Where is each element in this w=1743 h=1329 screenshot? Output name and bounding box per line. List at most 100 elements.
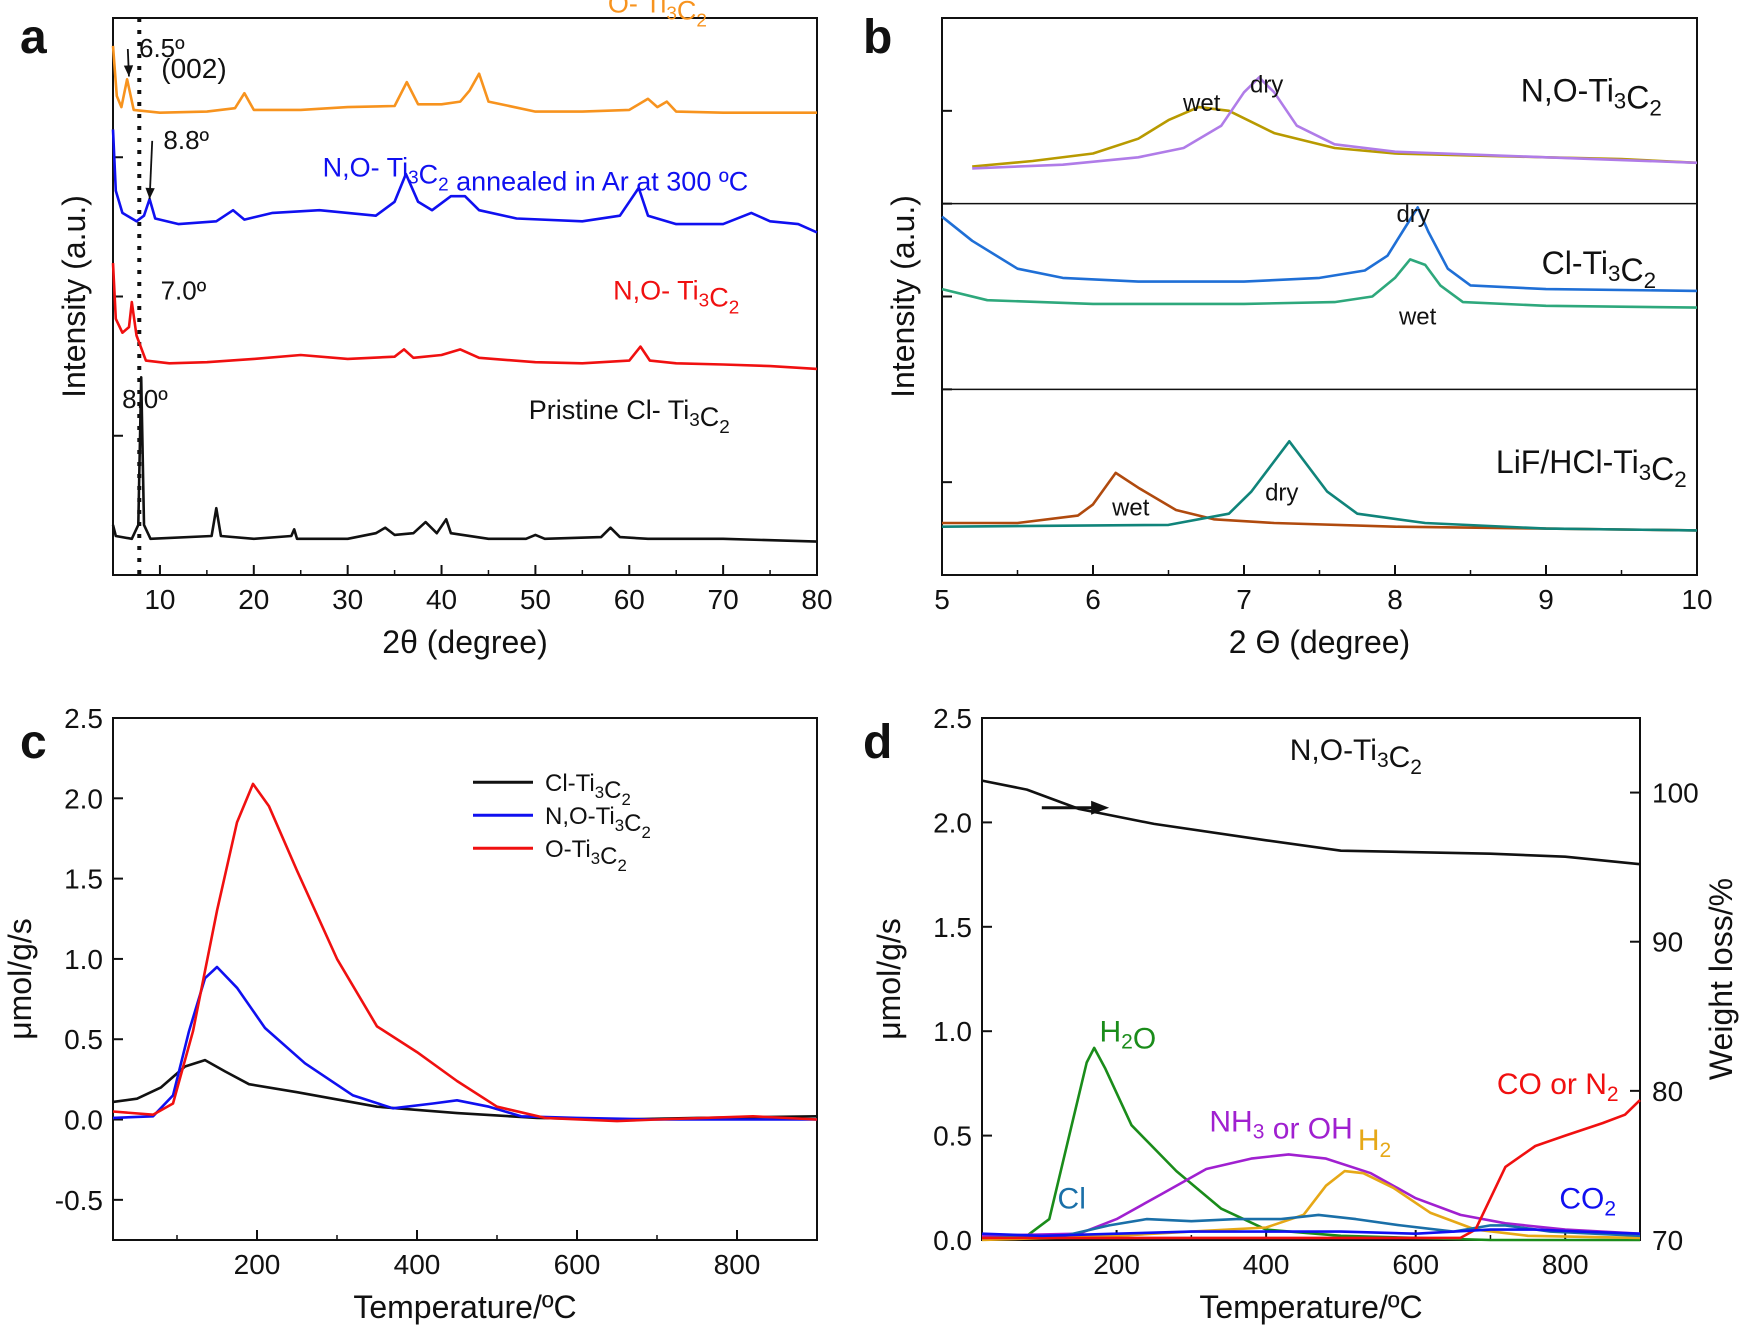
x-axis-label-part: 2θ (degree) (382, 624, 547, 660)
x-tick-label: 200 (1093, 1249, 1140, 1280)
y-tick-label: 1.0 (933, 1016, 972, 1047)
x-tick-label-part: 30 (332, 584, 363, 615)
x-tick-label: 400 (1243, 1249, 1290, 1280)
series-label-part: or OH (1264, 1112, 1352, 1145)
x-tick-label: 50 (520, 584, 551, 615)
x-tick-label-part: 8 (1387, 584, 1403, 615)
y-tick-label: 0.0 (933, 1225, 972, 1256)
x-tick-label: 8 (1387, 584, 1403, 615)
series-line-co-or-n2 (982, 1099, 1641, 1240)
series-line-weight-loss (981, 779, 1641, 866)
stack-label-sub: 3 (1614, 89, 1626, 114)
y-tick-label: 2.5 (64, 703, 103, 734)
y-tick-label-part: 1.5 (64, 864, 103, 895)
annotation-part: 8.0º (122, 384, 168, 414)
x-tick-label: 10 (1681, 584, 1712, 615)
series-label: Pristine Cl- Ti3C2 (529, 395, 730, 438)
y-tick-label-part: 2.0 (933, 807, 972, 838)
annotation: wet (1111, 495, 1150, 522)
x-tick-label-part: 10 (1681, 584, 1712, 615)
x-tick-label-part: 5 (934, 584, 950, 615)
series-label-sub: 2 (1380, 1139, 1392, 1162)
y2-tick-label: 80 (1652, 1076, 1683, 1107)
reference-label-part: (002) (161, 53, 226, 84)
x-tick-label-part: 60 (614, 584, 645, 615)
series-label-part: C (677, 0, 697, 25)
series-label-part: C (419, 160, 439, 190)
panel-letter-part: a (20, 11, 47, 64)
x-tick-label: 20 (238, 584, 269, 615)
annotation: 8.8º (163, 125, 209, 155)
x-axis-label-part: Temperature/ºC (1199, 1289, 1422, 1325)
x-tick-label: 70 (708, 584, 739, 615)
series-label-part: C (700, 402, 720, 432)
x-tick-label: 800 (714, 1249, 761, 1280)
stack-label-part: LiF/HCl-Ti (1496, 444, 1639, 480)
x-tick-label: 600 (554, 1249, 601, 1280)
y-tick-label: 2.0 (64, 783, 103, 814)
chart-title-sub: 3 (1377, 749, 1389, 772)
y2-tick-label-part: 100 (1652, 778, 1699, 809)
x-axis-label-part: 2 Θ (degree) (1229, 624, 1410, 660)
series-label-sub: 3 (1253, 1120, 1265, 1143)
annotation-part: 6.5º (139, 33, 185, 63)
x-tick-label: 800 (1542, 1249, 1589, 1280)
series-label-sub: 2 (1607, 1083, 1619, 1106)
series-label: H2O (1099, 1016, 1156, 1056)
annotation: dry (1250, 71, 1283, 98)
series-label-sub: 3 (666, 3, 677, 24)
y-axis-label: μmol/g/s (2, 918, 38, 1040)
series-label-part: O (1133, 1023, 1156, 1056)
x-tick-label: 9 (1538, 584, 1554, 615)
annotation-part: wet (1398, 303, 1437, 330)
x-tick-label: 30 (332, 584, 363, 615)
y2-tick-label: 90 (1652, 927, 1683, 958)
panel-letter-part: c (20, 716, 47, 769)
stack-label-part: Cl-Ti (1542, 245, 1608, 281)
series-label-sub: 3 (699, 290, 710, 311)
stack-label-sub: 2 (1649, 96, 1661, 121)
y-tick-label-part: 1.5 (933, 912, 972, 943)
x-tick-label-part: 80 (801, 584, 832, 615)
series-label-part: CO or N (1497, 1068, 1607, 1101)
panel-letter-part: b (863, 11, 892, 64)
x-axis-label-part: Temperature/ºC (353, 1289, 576, 1325)
series-label: N,O- Ti3C2 annealed in Ar at 300 ºC (323, 153, 749, 197)
y-tick-label: 0.5 (64, 1024, 103, 1055)
legend-label-sub: 3 (615, 816, 624, 835)
annotation: 7.0º (161, 275, 207, 305)
stack-label-sub: 2 (1674, 467, 1686, 492)
chart-title: N,O-Ti3C2 (1290, 734, 1422, 779)
panel-c: c 200 400 600 800 Temperature/ºC -0.5 0.0 0.5 1.0… (2, 703, 818, 1325)
series-line-nh3-or-oh (981, 1153, 1641, 1238)
x-tick-label-part: 40 (426, 584, 457, 615)
chart-title-part: N,O-Ti (1290, 734, 1377, 767)
stack-label-sub: 2 (1644, 268, 1656, 293)
annotation-part: 7.0º (161, 275, 207, 305)
stack-label-part: C (1626, 80, 1649, 116)
series-label-sub: 2 (696, 10, 707, 31)
series-label-part: N,O- Ti (323, 153, 409, 183)
series-label: NH3 or OH (1209, 1105, 1352, 1145)
series-line-n-o-ti3c2-annealed-in-ar-at-300-c (111, 129, 818, 234)
legend-label-sub: 3 (595, 783, 604, 802)
series-line-n-o-ti3c2-dry (972, 76, 1698, 170)
stack-label-sub: 3 (1639, 460, 1651, 485)
y2-tick-label-part: 70 (1652, 1225, 1683, 1256)
y-tick-label-part: 0.5 (933, 1121, 972, 1152)
annotation: 8.0º (122, 384, 168, 414)
y-axis-label-part: μmol/g/s (871, 918, 907, 1040)
x-tick-label-part: 6 (1085, 584, 1101, 615)
x-tick-label-part: 600 (554, 1249, 601, 1280)
y2-tick-label: 70 (1652, 1225, 1683, 1256)
direction-arrowhead (1091, 800, 1110, 815)
axes-frame (112, 717, 818, 1241)
y-axis-label-part: μmol/g/s (2, 918, 38, 1040)
stack-label-sub: 3 (1608, 261, 1620, 286)
series-line-o-ti3c2 (111, 45, 817, 114)
y-tick-label-part: 0.0 (933, 1225, 972, 1256)
y2-axis-label: Weight loss/% (1703, 878, 1739, 1080)
series-label-part: Cl (1058, 1183, 1086, 1216)
series-line-cl-ti3c2-wet (941, 258, 1698, 309)
y-axis-label: Intensity (a.u.) (56, 195, 92, 398)
